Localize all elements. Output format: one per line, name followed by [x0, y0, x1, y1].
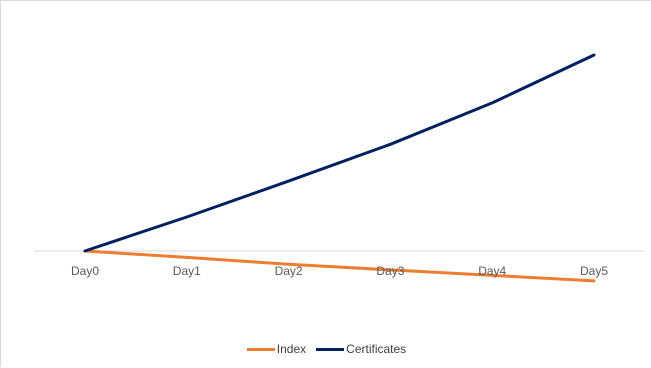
legend: Index Certificates [1, 340, 651, 358]
series-layer [85, 55, 594, 281]
x-tick-label-day3: Day3 [376, 264, 404, 278]
legend-swatch-certificates [316, 348, 344, 351]
x-tick-label-day5: Day5 [580, 264, 608, 278]
x-tick-label-day1: Day1 [173, 264, 201, 278]
legend-item-index: Index [247, 342, 306, 356]
x-tick-label-day4: Day4 [478, 264, 506, 278]
series-line-index [85, 251, 594, 281]
x-tick-label-day2: Day2 [275, 264, 303, 278]
legend-swatch-index [247, 348, 275, 351]
legend-label-index: Index [277, 342, 306, 356]
series-line-certificates [85, 55, 594, 251]
legend-label-certificates: Certificates [346, 342, 406, 356]
x-tick-label-day0: Day0 [71, 264, 99, 278]
legend-item-certificates: Certificates [316, 342, 406, 356]
